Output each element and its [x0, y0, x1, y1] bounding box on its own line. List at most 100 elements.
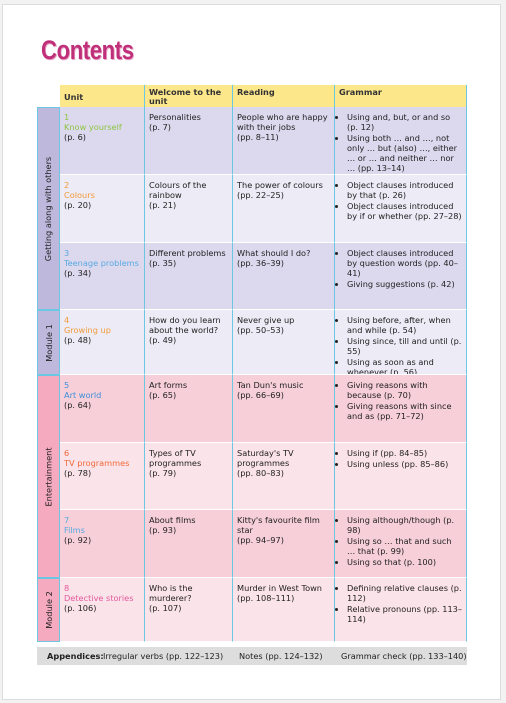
grammar-cell: Using before, after, when and while (p. … [335, 310, 467, 375]
unit-cell: 7 Films (p. 92) [60, 510, 145, 578]
unit-cell: 8 Detective stories (p. 106) [60, 578, 145, 642]
grammar-list: Using although/though (p. 98)Using so … … [339, 515, 462, 567]
welcome-pages: (p. 65) [149, 390, 177, 400]
reading-pages: (pp. 50–53) [237, 325, 284, 335]
grammar-item: Using and, but, or and so (p. 12) [347, 112, 462, 132]
unit-pages: (p. 34) [64, 268, 92, 278]
header-cell: Welcome to the unit [145, 85, 233, 107]
grammar-item: Relative pronouns (pp. 113–114) [347, 604, 462, 624]
unit-number: 7 [64, 515, 70, 525]
grammar-item: Using so … that and such … that (p. 99) [347, 536, 462, 556]
grammar-item: Using since, till and until (p. 55) [347, 336, 462, 356]
header-cell: Reading [233, 85, 335, 107]
section-band: Entertainment [37, 375, 60, 578]
unit-number: 1 [64, 112, 70, 122]
welcome-title: How do you learn about the world? [149, 315, 221, 335]
grammar-cell: Giving reasons with because (p. 70)Givin… [335, 375, 467, 443]
grammar-list: Using if (pp. 84–85)Using unless (pp. 85… [339, 448, 462, 469]
grammar-cell: Using and, but, or and so (p. 12)Using b… [335, 107, 467, 175]
unit-pages: (p. 92) [64, 535, 92, 545]
reading-cell: Saturday's TV programmes (pp. 80–83) [233, 443, 335, 510]
unit-cell: 2 Colours (p. 20) [60, 175, 145, 243]
reading-title: People who are happy with their jobs [237, 112, 328, 132]
welcome-pages: (p. 35) [149, 258, 177, 268]
section-label: Module 1 [43, 323, 54, 362]
section-label: Entertainment [43, 446, 54, 507]
grammar-list: Giving reasons with because (p. 70)Givin… [339, 380, 462, 421]
unit-name: Colours [64, 190, 95, 200]
unit-number: 5 [64, 380, 70, 390]
reading-cell: Tan Dun's music (pp. 66–69) [233, 375, 335, 443]
section-band: Getting along with others [37, 107, 60, 310]
footer-item: Grammar check (pp. 133–140) [341, 651, 467, 661]
welcome-pages: (p. 49) [149, 335, 177, 345]
reading-pages: (pp. 80–83) [237, 468, 284, 478]
reading-title: Murder in West Town [237, 583, 322, 593]
section-band: Module 1 [37, 310, 60, 375]
reading-cell: Never give up (pp. 50–53) [233, 310, 335, 375]
welcome-title: Colours of the rainbow [149, 180, 207, 200]
grammar-item: Using so that (p. 100) [347, 557, 462, 567]
welcome-cell: Personalities (p. 7) [145, 107, 233, 175]
footer-item: Notes (pp. 124–132) [239, 651, 323, 661]
section-label: Module 2 [43, 591, 54, 629]
unit-cell: 5 Art world (p. 64) [60, 375, 145, 443]
unit-number: 8 [64, 583, 70, 593]
welcome-title: Art forms [149, 380, 188, 390]
reading-pages: (pp. 8–11) [237, 132, 279, 142]
title: Contents [41, 35, 134, 65]
unit-pages: (p. 78) [64, 468, 92, 478]
grammar-item: Object clauses introduced by question wo… [347, 248, 462, 278]
grammar-cell: Defining relative clauses (p. 112)Relati… [335, 578, 467, 642]
welcome-cell: How do you learn about the world? (p. 49) [145, 310, 233, 375]
reading-title: Tan Dun's music [237, 380, 304, 390]
reading-cell: Kitty's favourite film star (pp. 94–97) [233, 510, 335, 578]
welcome-cell: Different problems (p. 35) [145, 243, 233, 310]
welcome-cell: Colours of the rainbow (p. 21) [145, 175, 233, 243]
reading-title: Never give up [237, 315, 295, 325]
welcome-pages: (p. 7) [149, 122, 171, 132]
grammar-item: Using although/though (p. 98) [347, 515, 462, 535]
reading-cell: The power of colours (pp. 22–25) [233, 175, 335, 243]
header-cell: Unit [60, 85, 145, 107]
welcome-pages: (p. 93) [149, 525, 177, 535]
unit-number: 4 [64, 315, 70, 325]
welcome-title: Types of TV programmes [149, 448, 202, 468]
grammar-item: Object clauses introduced by if or wheth… [347, 201, 462, 221]
welcome-cell: Types of TV programmes (p. 79) [145, 443, 233, 510]
grammar-cell: Object clauses introduced by question wo… [335, 243, 467, 310]
unit-name: Films [64, 525, 85, 535]
welcome-cell: Art forms (p. 65) [145, 375, 233, 443]
footer-label: Appendices: [47, 651, 104, 661]
unit-name: Know yourself [64, 122, 122, 132]
section-band: Module 2 [37, 578, 60, 642]
grammar-item: Defining relative clauses (p. 112) [347, 583, 462, 603]
unit-cell: 3 Teenage problems (p. 34) [60, 243, 145, 310]
unit-name: Detective stories [64, 593, 134, 603]
welcome-pages: (p. 79) [149, 468, 177, 478]
grammar-item: Object clauses introduced by that (p. 26… [347, 180, 462, 200]
reading-title: Saturday's TV programmes [237, 448, 294, 468]
grammar-list: Defining relative clauses (p. 112)Relati… [339, 583, 462, 624]
grammar-item: Using unless (pp. 85–86) [347, 459, 462, 469]
grammar-item: Giving reasons with since and as (pp. 71… [347, 401, 462, 421]
welcome-title: Different problems [149, 248, 226, 258]
grammar-cell: Using although/though (p. 98)Using so … … [335, 510, 467, 578]
reading-pages: (pp. 66–69) [237, 390, 284, 400]
reading-pages: (pp. 36–39) [237, 258, 284, 268]
grammar-item: Using if (pp. 84–85) [347, 448, 462, 458]
welcome-title: About films [149, 515, 196, 525]
welcome-title: Who is the murderer? [149, 583, 193, 603]
grammar-item: Using before, after, when and while (p. … [347, 315, 462, 335]
reading-pages: (pp. 22–25) [237, 190, 284, 200]
section-label: Getting along with others [43, 156, 54, 261]
unit-name: Art world [64, 390, 102, 400]
reading-title: Kitty's favourite film star [237, 515, 320, 535]
unit-pages: (p. 106) [64, 603, 97, 613]
unit-cell: 1 Know yourself (p. 6) [60, 107, 145, 175]
unit-pages: (p. 6) [64, 132, 86, 142]
grammar-list: Object clauses introduced by that (p. 26… [339, 180, 462, 221]
unit-pages: (p. 20) [64, 200, 92, 210]
welcome-cell: About films (p. 93) [145, 510, 233, 578]
